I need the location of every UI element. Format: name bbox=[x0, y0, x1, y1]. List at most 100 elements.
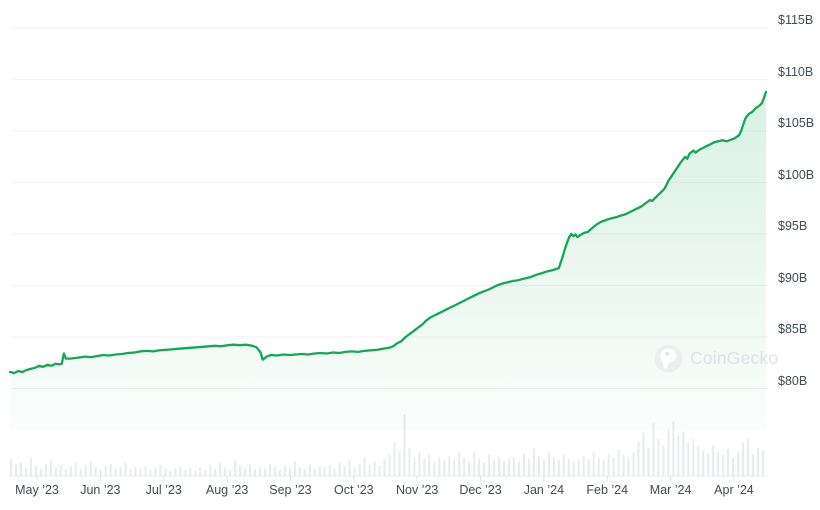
x-axis-label: Aug ’23 bbox=[205, 483, 249, 497]
volume-bar bbox=[418, 452, 421, 476]
volume-bar bbox=[204, 469, 207, 476]
volume-bar bbox=[298, 467, 301, 476]
volume-bar bbox=[383, 458, 386, 476]
volume-bar bbox=[169, 471, 172, 476]
volume-bars bbox=[10, 414, 764, 476]
volume-bar bbox=[567, 458, 570, 476]
volume-bar bbox=[54, 467, 57, 476]
volume-bar bbox=[453, 458, 456, 476]
volume-bar bbox=[139, 468, 142, 476]
volume-bar bbox=[259, 467, 261, 476]
volume-bar bbox=[154, 467, 157, 476]
volume-bar bbox=[493, 459, 496, 476]
volume-bar bbox=[662, 445, 665, 476]
volume-bar bbox=[587, 458, 590, 476]
volume-bar bbox=[463, 457, 466, 476]
volume-bar bbox=[503, 461, 505, 476]
area-fill bbox=[10, 91, 766, 431]
y-axis-label: $100B bbox=[778, 167, 815, 182]
volume-bar bbox=[239, 466, 242, 476]
volume-bar bbox=[129, 469, 132, 476]
volume-bar bbox=[627, 457, 630, 476]
volume-bar bbox=[742, 441, 745, 476]
y-axis-label: $115B bbox=[778, 13, 814, 27]
x-axis-ticks bbox=[36, 476, 735, 482]
volume-bar bbox=[348, 459, 351, 476]
volume-bar bbox=[29, 457, 32, 476]
x-axis-label: Nov ’23 bbox=[395, 483, 439, 497]
volume-bar bbox=[69, 466, 72, 476]
volume-bar bbox=[373, 461, 376, 476]
volume-bar bbox=[737, 452, 740, 476]
volume-bar bbox=[498, 457, 501, 476]
volume-bar bbox=[722, 454, 725, 476]
volume-bar bbox=[413, 457, 416, 476]
volume-bar bbox=[254, 469, 256, 476]
volume-bar bbox=[343, 466, 346, 476]
volume-bar bbox=[727, 448, 730, 476]
volume-bar bbox=[94, 467, 97, 476]
volume-bar bbox=[378, 466, 381, 476]
volume-bar bbox=[303, 469, 306, 476]
volume-bar bbox=[109, 463, 112, 476]
volume-bar bbox=[577, 459, 580, 476]
volume-bar bbox=[333, 468, 336, 476]
volume-bar bbox=[632, 452, 635, 476]
volume-bar bbox=[652, 423, 655, 476]
volume-bar bbox=[124, 462, 127, 476]
volume-bar bbox=[119, 466, 122, 476]
volume-bar bbox=[468, 461, 471, 476]
volume-bar bbox=[592, 452, 595, 476]
volume-bar bbox=[488, 454, 491, 476]
volume-bar bbox=[532, 448, 535, 476]
volume-bar bbox=[189, 467, 192, 476]
volume-bar bbox=[179, 466, 182, 476]
volume-bar bbox=[657, 438, 660, 476]
volume-bar bbox=[224, 467, 227, 476]
y-axis-label: $90B bbox=[778, 270, 808, 285]
volume-bar bbox=[483, 462, 486, 476]
y-axis-label: $80B bbox=[778, 373, 808, 388]
volume-bar bbox=[24, 467, 27, 476]
volume-bar bbox=[622, 454, 625, 476]
volume-bar bbox=[174, 468, 177, 476]
volume-bar bbox=[338, 462, 341, 476]
volume-bar bbox=[264, 468, 266, 476]
x-axis-label: Jan ’24 bbox=[523, 483, 565, 497]
volume-bar bbox=[308, 464, 311, 476]
y-axis-label: $105B bbox=[778, 116, 815, 130]
volume-bar bbox=[597, 457, 600, 476]
volume-bar bbox=[144, 466, 147, 476]
volume-bar bbox=[388, 454, 391, 476]
volume-bar bbox=[542, 459, 545, 476]
y-axis-label: $110B bbox=[778, 64, 814, 79]
volume-bar bbox=[209, 464, 212, 476]
volume-bar bbox=[244, 468, 247, 476]
volume-bar bbox=[547, 452, 550, 476]
volume-bar bbox=[199, 467, 202, 476]
x-axis-label: Dec ’23 bbox=[459, 483, 502, 497]
volume-bar bbox=[234, 459, 237, 476]
volume-bar bbox=[363, 457, 366, 476]
volume-bar bbox=[677, 435, 680, 476]
volume-bar bbox=[323, 467, 326, 476]
volume-bar bbox=[712, 445, 715, 476]
y-axis-label: $95B bbox=[778, 219, 808, 233]
volume-bar bbox=[44, 463, 47, 476]
volume-bar bbox=[757, 448, 759, 476]
volume-bar bbox=[293, 461, 296, 476]
x-axis-label: Oct ’23 bbox=[333, 483, 374, 497]
volume-bar bbox=[518, 461, 520, 476]
volume-bar bbox=[99, 469, 102, 476]
volume-bar bbox=[39, 468, 42, 476]
price-line bbox=[8, 90, 768, 375]
volume-bar bbox=[194, 470, 197, 476]
volume-bar bbox=[642, 432, 645, 476]
volume-bar bbox=[184, 469, 187, 476]
horizontal-gridlines bbox=[13, 27, 768, 389]
x-axis-label: Feb ’24 bbox=[586, 483, 629, 497]
volume-bar bbox=[572, 461, 575, 476]
volume-bar bbox=[358, 463, 361, 476]
y-axis-label: $85B bbox=[778, 322, 808, 336]
